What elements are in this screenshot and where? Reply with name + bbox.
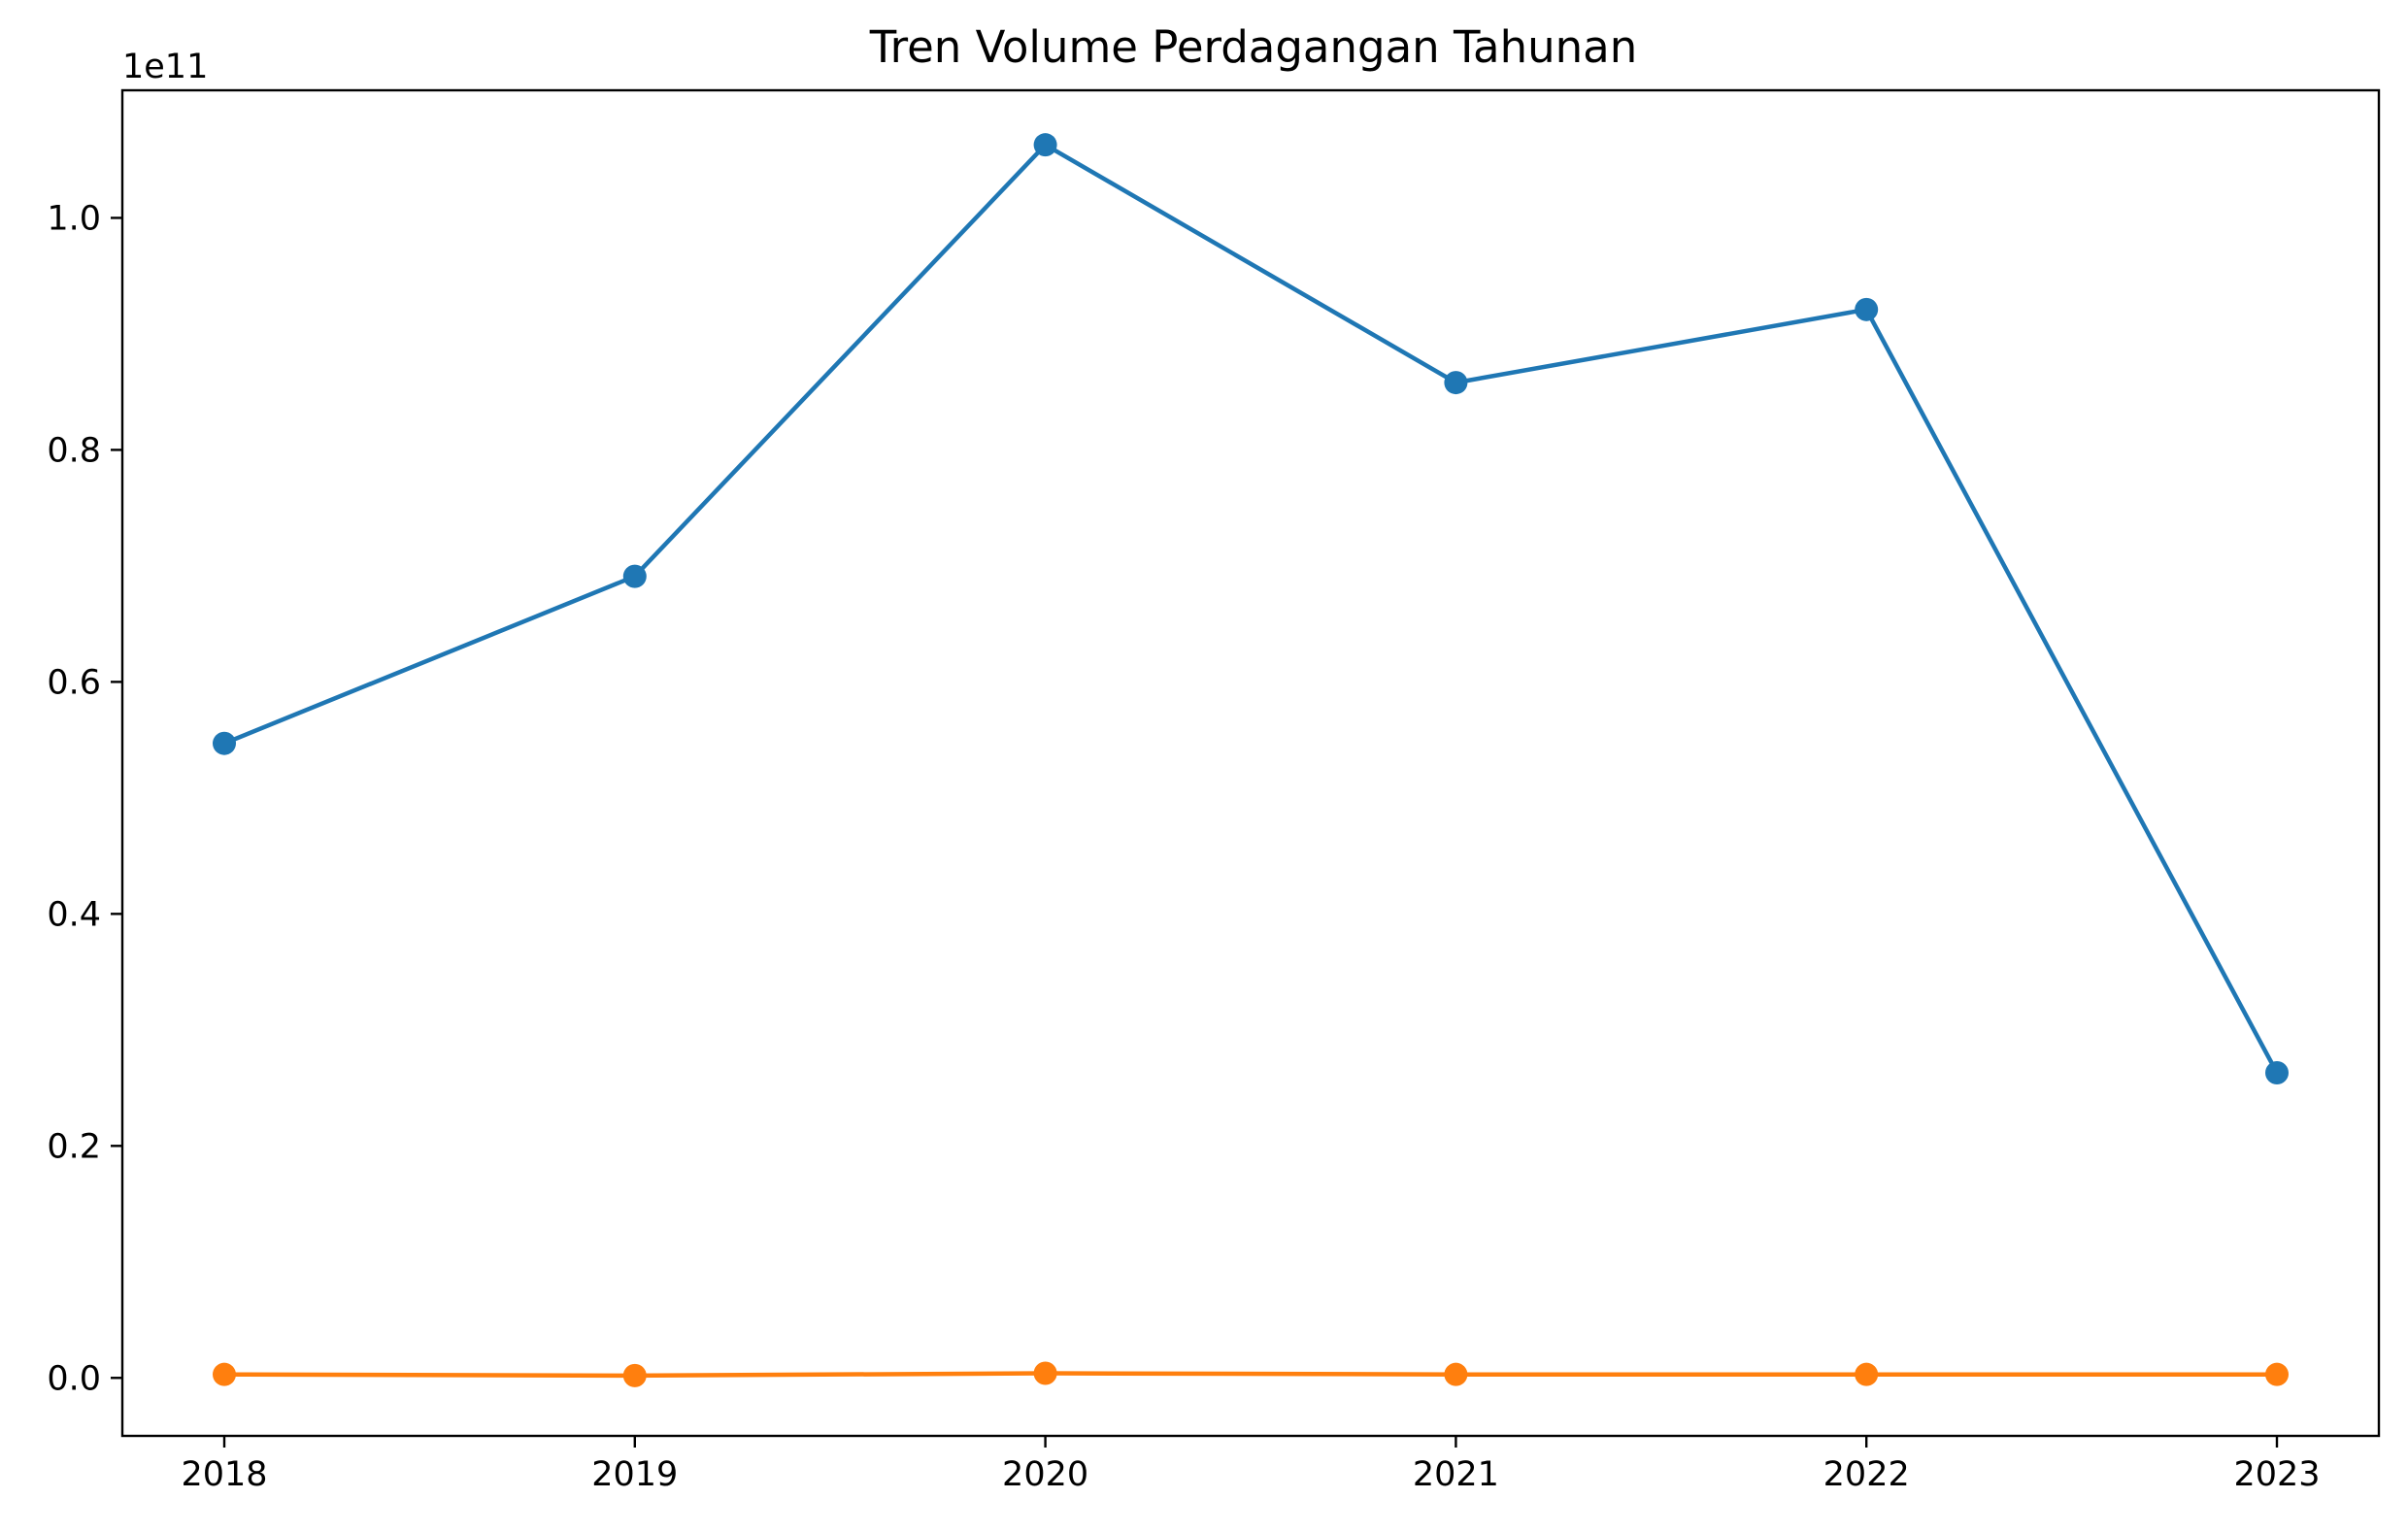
y-tick-label: 0.4 — [47, 895, 101, 934]
plot-area — [213, 133, 2289, 1387]
y-tick-label: 0.6 — [47, 663, 101, 702]
y-tick-label: 0.8 — [47, 431, 101, 470]
data-point — [2265, 1061, 2289, 1085]
x-tick-label: 2022 — [1823, 1455, 1910, 1494]
data-point — [1033, 133, 1057, 157]
data-point — [1444, 1362, 1468, 1386]
data-point — [2265, 1362, 2289, 1386]
x-tick-label: 2023 — [2233, 1455, 2320, 1494]
y-tick-label: 1.0 — [47, 199, 101, 238]
series-line — [221, 1371, 2280, 1379]
x-tick-label: 2020 — [1002, 1455, 1088, 1494]
x-tick-label: 2019 — [591, 1455, 678, 1494]
x-axis: 2018 2019 2020 2021 2022 2023 — [181, 1436, 2321, 1494]
data-point — [213, 731, 236, 755]
data-point — [1033, 1361, 1057, 1385]
y-axis: 0.0 0.2 0.4 0.6 0.8 1.0 — [47, 199, 122, 1398]
data-point — [1855, 297, 1879, 321]
data-point — [1855, 1362, 1879, 1386]
data-point — [622, 1363, 647, 1387]
series-line — [221, 142, 2281, 1077]
axes-frame — [120, 88, 2381, 1438]
data-point — [622, 564, 647, 588]
series-1 — [213, 133, 2289, 1085]
x-tick-label: 2018 — [181, 1455, 267, 1494]
y-axis-offset-label: 1e11 — [122, 48, 208, 86]
y-tick-label: 0.2 — [47, 1127, 101, 1166]
chart-title: Tren Volume Perdagangan Tahunan — [869, 21, 1638, 73]
data-point — [1444, 371, 1468, 395]
series-2 — [213, 1361, 2289, 1387]
y-tick-label: 0.0 — [47, 1359, 101, 1398]
x-tick-label: 2021 — [1413, 1455, 1499, 1494]
data-point — [213, 1362, 236, 1386]
